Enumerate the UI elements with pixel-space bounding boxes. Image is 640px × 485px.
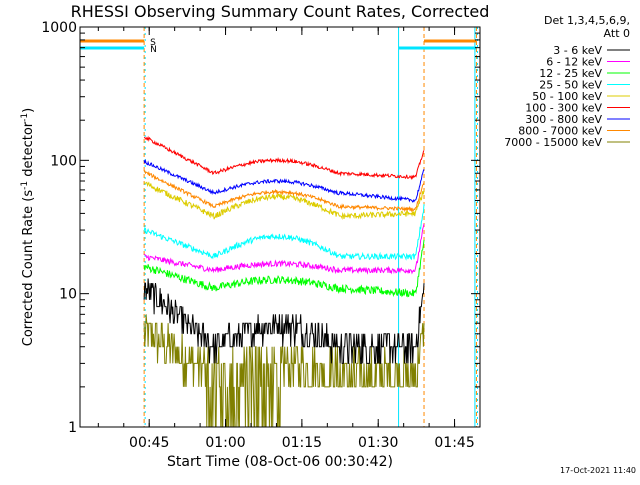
legend-item-label: 3 - 6 keV (553, 44, 602, 57)
legend-item-label: 25 - 50 keV (539, 79, 602, 92)
series-line-3 (143, 204, 425, 261)
axis-ticks: 00:45 01:00 01:15 01:30 01:45 1 10 100 1000 (41, 20, 480, 451)
series-line-6 (143, 158, 425, 203)
series-line-0 (143, 278, 425, 364)
series-line-5 (143, 135, 425, 181)
series-line-7 (143, 169, 425, 213)
x-tick-label: 01:15 (282, 435, 322, 451)
legend-header-line-2: Att 0 (604, 27, 630, 40)
legend-item-label: 300 - 800 keV (525, 113, 602, 126)
saa-flag-label: S (150, 38, 156, 48)
legend-item-label: 800 - 7000 keV (518, 125, 602, 138)
legend-item-label: 7000 - 15000 keV (504, 136, 602, 149)
y-tick-label: 100 (50, 153, 77, 169)
plot-frame (79, 26, 481, 428)
legend-item-label: 12 - 25 keV (539, 67, 602, 80)
y-axis-label-exponent-1: -1 (20, 181, 30, 190)
y-tick-label: 1000 (41, 20, 77, 36)
series-layer (143, 135, 425, 427)
x-tick-label: 01:30 (358, 435, 398, 451)
footer-timestamp: 17-Oct-2021 11:40 (560, 466, 636, 475)
x-tick-label: 01:45 (434, 435, 474, 451)
y-tick-label: 10 (59, 287, 77, 303)
y-axis-label-exponent-2: -1 (20, 113, 30, 122)
x-tick-label: 01:00 (205, 435, 245, 451)
time-markers: SN (80, 27, 478, 427)
series-line-2 (143, 239, 425, 298)
legend-item-label: 50 - 100 keV (532, 90, 602, 103)
legend-item-label: 6 - 12 keV (546, 56, 602, 69)
legend-header-line-1: Det 1,3,4,5,6,9, (544, 14, 630, 27)
series-line-4 (143, 181, 425, 221)
chart-title: RHESSI Observing Summary Count Rates, Co… (71, 2, 490, 21)
x-axis-label: Start Time (08-Oct-06 00:30:42) (167, 454, 393, 470)
y-tick-label: 1 (68, 420, 77, 436)
series-line-1 (143, 223, 425, 275)
legend-item-label: 100 - 300 keV (525, 102, 602, 115)
y-axis-label: Corrected Count Rate (s-1 detector-1) (20, 108, 36, 346)
x-tick-label: 00:45 (129, 435, 169, 451)
night-flag-label: N (150, 45, 157, 55)
